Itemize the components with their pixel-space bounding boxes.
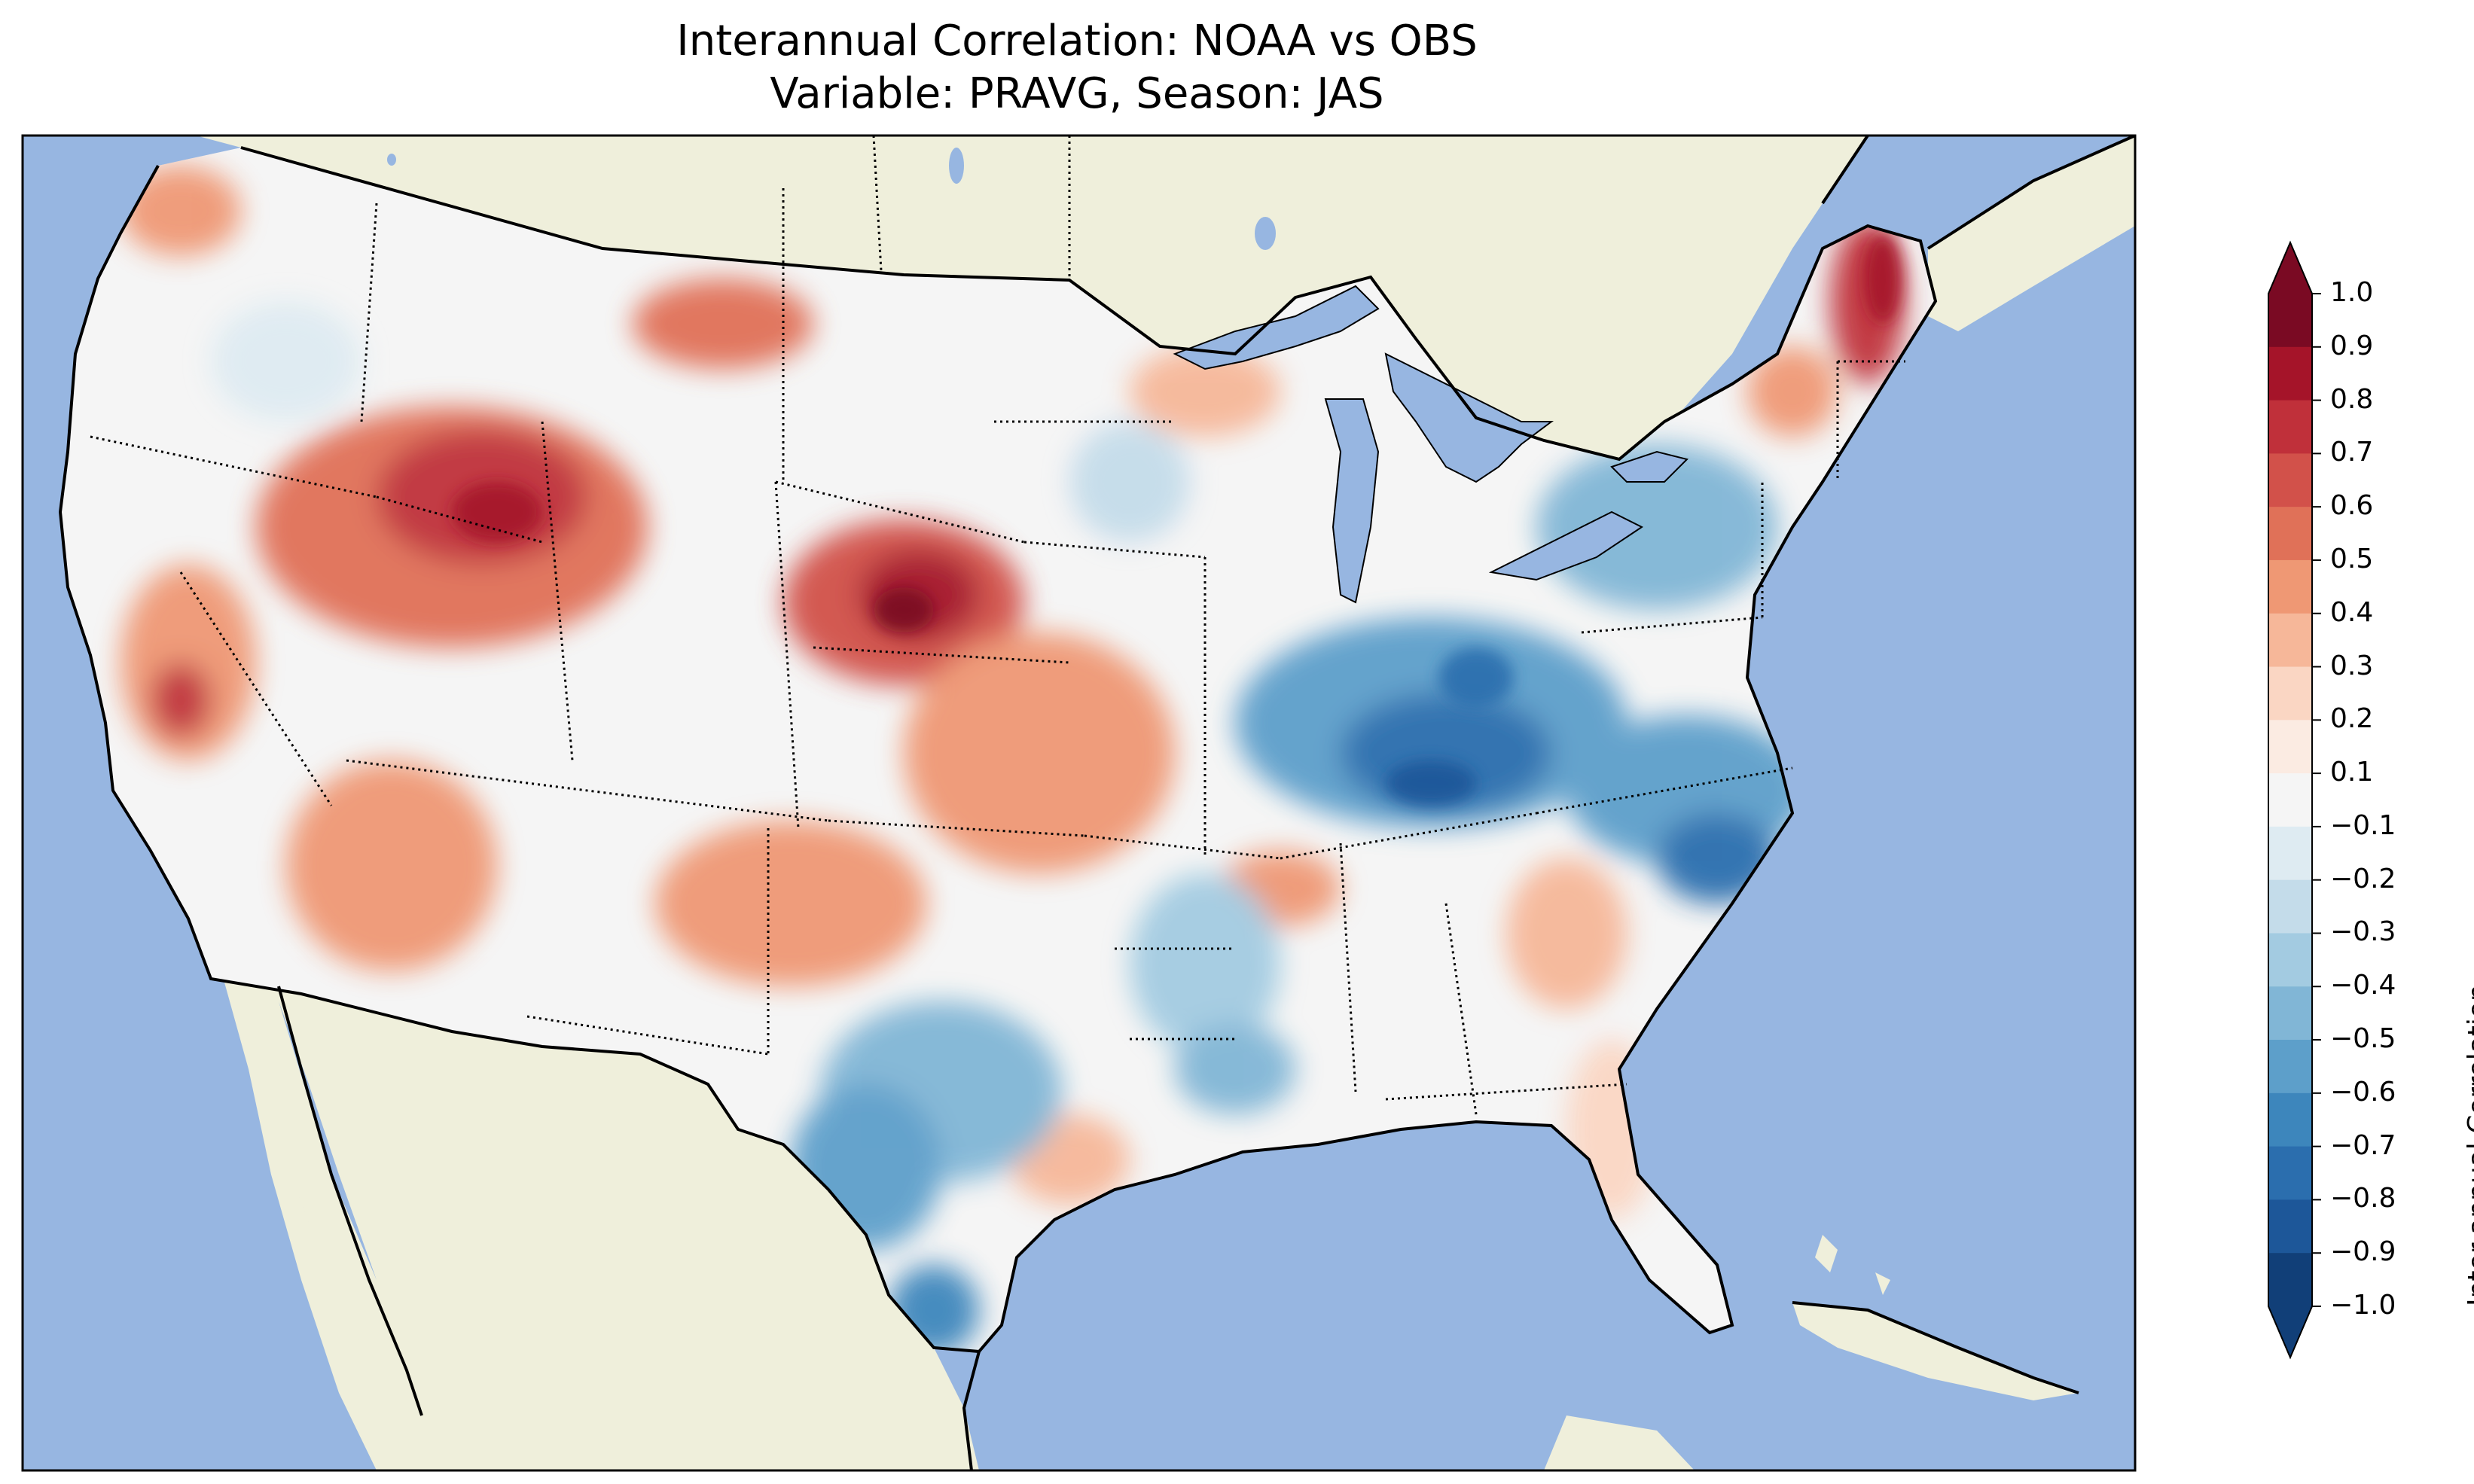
colorbar-tick-label: −0.1 <box>2330 809 2396 841</box>
chart-title-line1: Interannual Correlation: NOAA vs OBS <box>676 17 1478 66</box>
maritimes-land <box>1928 136 2135 331</box>
colorbar-tick-label: 0.1 <box>2330 757 2374 788</box>
cuba-island <box>1792 1303 2079 1400</box>
colorbar-tick-label: −0.4 <box>2330 970 2396 1001</box>
colorbar-tick-label: −1.0 <box>2330 1290 2396 1321</box>
colorbar-segment <box>2268 986 2312 1041</box>
canada-land <box>23 136 1868 459</box>
colorbar-extend-bottom <box>2268 1306 2312 1358</box>
mexico-land <box>211 934 979 1470</box>
colorbar-extend-top <box>2268 242 2312 294</box>
colorbar-axis-label: Inter-annual Correlation <box>2463 984 2474 1306</box>
colorbar-segment <box>2268 400 2312 454</box>
colorbar-tick-label: 0.8 <box>2330 383 2374 415</box>
colorbar-tick-label: −0.6 <box>2330 1076 2396 1108</box>
colorbar-segment <box>2268 453 2312 507</box>
colorbar-segment <box>2268 1146 2312 1200</box>
colorbar-segment <box>2268 720 2312 774</box>
colorbar-segment <box>2268 1199 2312 1254</box>
colorbar-segment <box>2268 879 2312 934</box>
colorbar-segment <box>2268 773 2312 827</box>
colorbar-tick-label: −0.7 <box>2330 1129 2396 1161</box>
map-frame <box>21 134 2137 1472</box>
colorbar-tick-label: 0.6 <box>2330 490 2374 522</box>
colorbar-tick-label: 0.5 <box>2330 543 2374 574</box>
colorbar-tick-label: 1.0 <box>2330 277 2374 308</box>
colorbar-segment <box>2268 666 2312 721</box>
colorbar-tick-label: −0.3 <box>2330 916 2396 948</box>
colorbar-tick-label: 0.2 <box>2330 703 2374 735</box>
colorbar-segment <box>2268 346 2312 401</box>
colorbar-segment <box>2268 559 2312 614</box>
colorbar-tick-label: −0.5 <box>2330 1023 2396 1055</box>
colorbar-tick-label: −0.9 <box>2330 1236 2396 1268</box>
colorbar <box>2268 240 2321 1360</box>
colorbar-segment <box>2268 826 2312 881</box>
chart-title-line2: Variable: PRAVG, Season: JAS <box>770 69 1384 118</box>
colorbar-segment <box>2268 613 2312 668</box>
colorbar-tick-label: 0.3 <box>2330 650 2374 681</box>
colorbar-tick-label: −0.8 <box>2330 1183 2396 1214</box>
colorbar-tick-label: 0.7 <box>2330 437 2374 468</box>
colorbar-tick-label: 0.9 <box>2330 330 2374 361</box>
colorbar-segment <box>2268 1253 2312 1307</box>
colorbar-segment <box>2268 294 2312 348</box>
colorbar-tick-label: 0.4 <box>2330 596 2374 628</box>
colorbar-segment <box>2268 507 2312 561</box>
state-boundaries <box>90 136 1905 1115</box>
colorbar-tick-label: −0.2 <box>2330 863 2396 894</box>
colorbar-segment <box>2268 933 2312 987</box>
colorbar-segment <box>2268 1040 2312 1094</box>
us-coastline <box>58 146 1938 1354</box>
colorbar-segment <box>2268 1092 2312 1147</box>
great-lakes <box>1173 285 1688 604</box>
baja-peninsula <box>249 986 422 1415</box>
correlation-field <box>120 166 1905 1351</box>
yucatan-land <box>1544 1415 1695 1470</box>
